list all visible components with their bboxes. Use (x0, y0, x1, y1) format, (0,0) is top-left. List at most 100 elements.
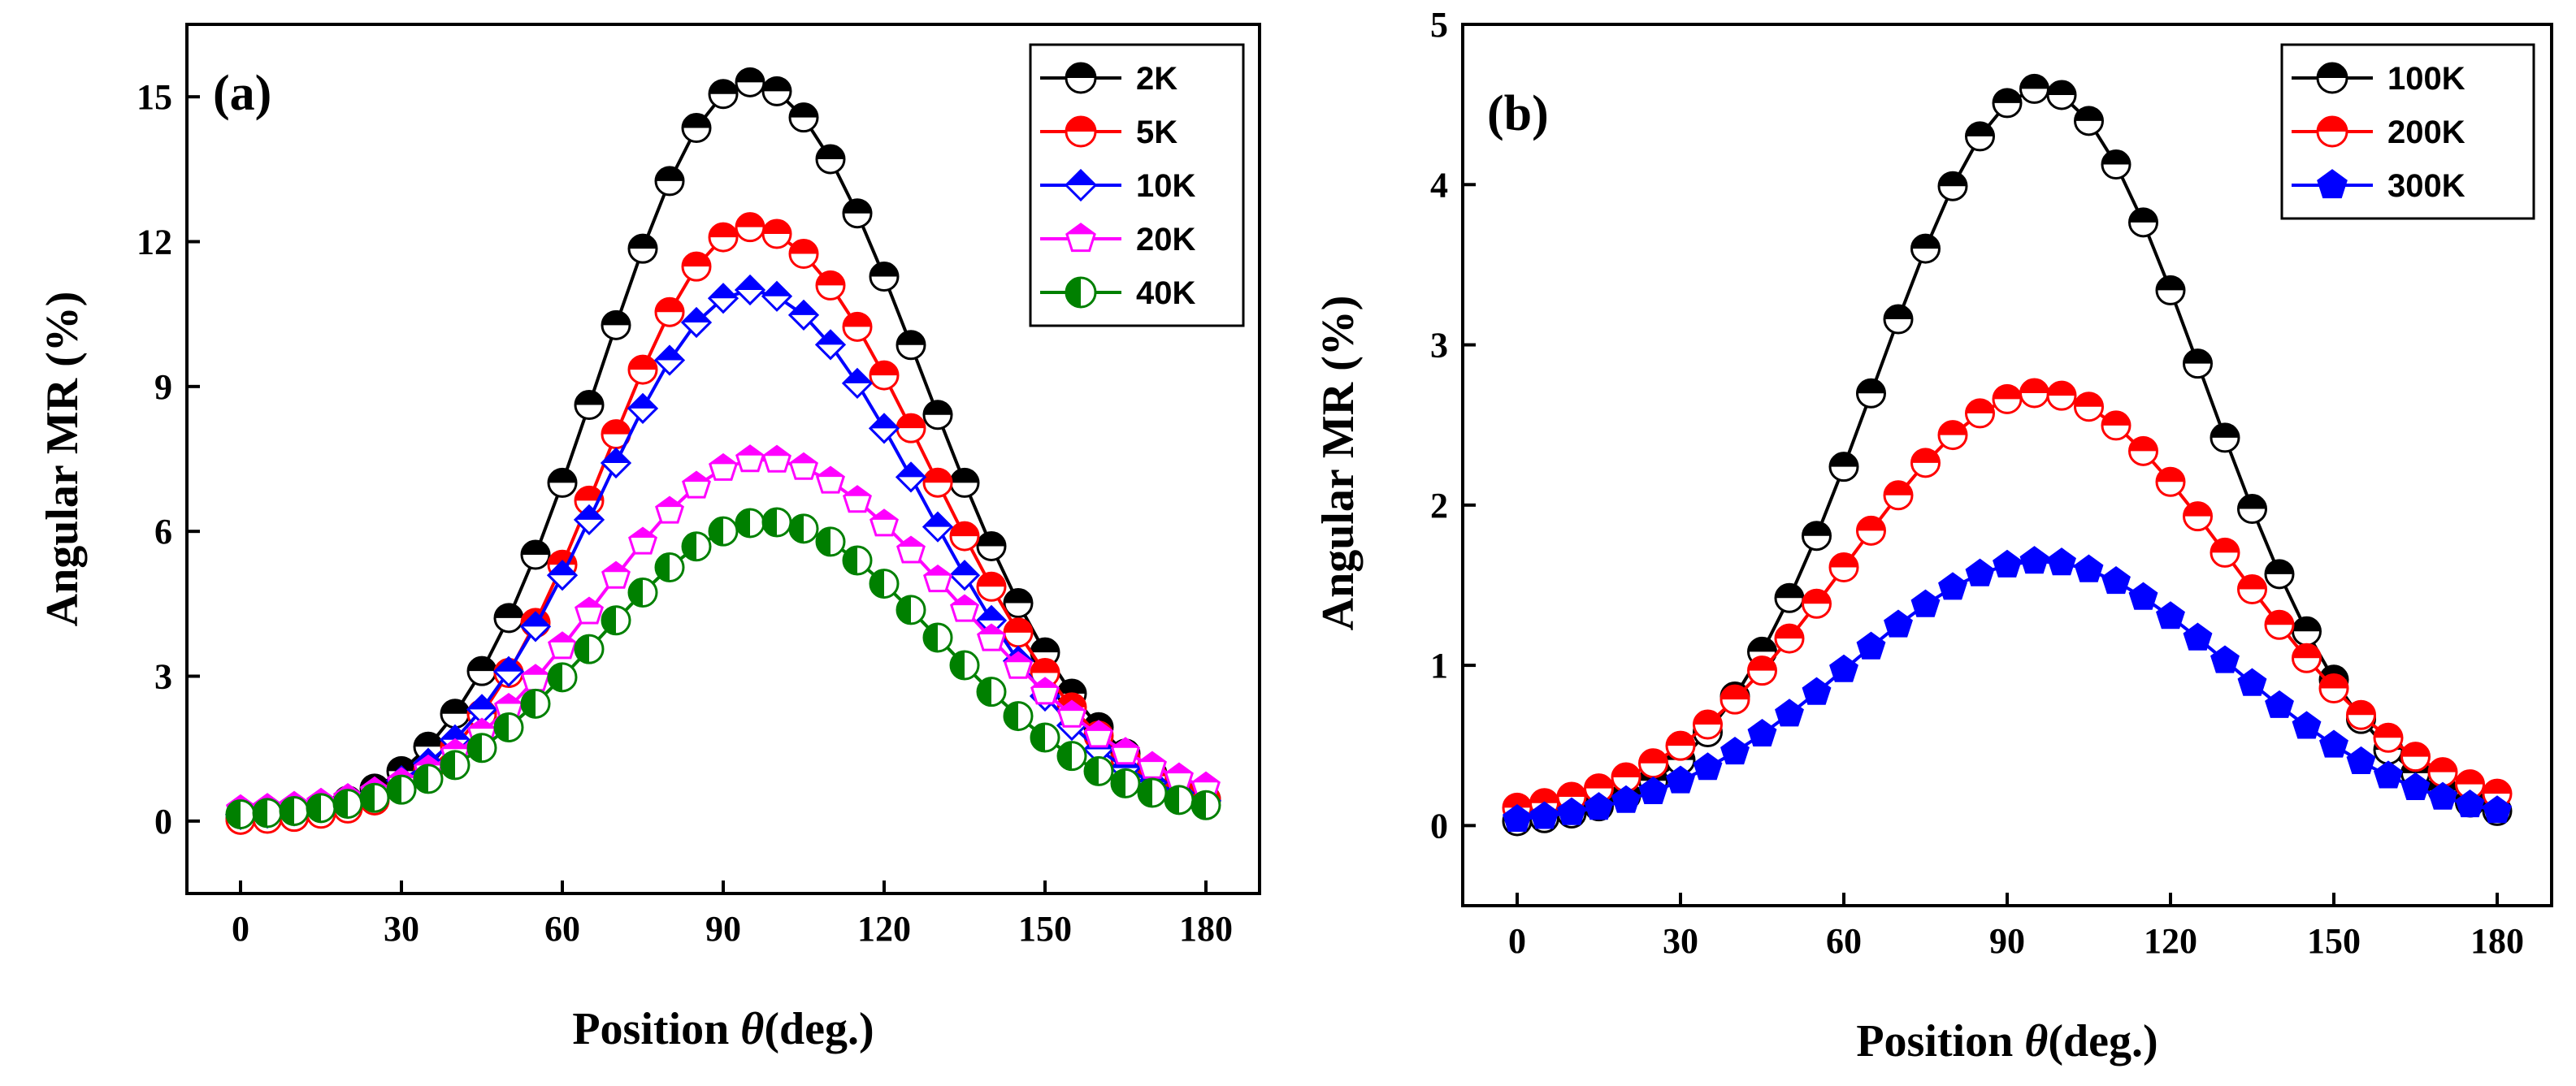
panel-b-point-200K (1828, 552, 1859, 582)
panel-a-point-40K (1190, 790, 1221, 820)
panel-b-ytick-label: 1 (1430, 646, 1448, 686)
panel-a-point-20K (843, 485, 872, 513)
panel-a-point-5K (681, 251, 712, 282)
panel-a-point-40K (466, 733, 497, 764)
panel-a-point-2K (466, 655, 497, 686)
panel-a-point-40K (413, 764, 444, 794)
panel-b-point-300K (2019, 546, 2049, 574)
panel-b-point-300K (2319, 729, 2348, 758)
panel-a-point-40K (815, 526, 846, 557)
panel-a-point-2K (869, 262, 900, 292)
panel-b-point-300K (1829, 654, 1858, 682)
panel-a-point-40K (1056, 741, 1087, 772)
panel-a-legend-marker (1065, 115, 1097, 148)
panel-a-xtick-label: 0 (232, 909, 249, 949)
panel-a-point-10K (680, 306, 713, 339)
panel-b-point-300K (1584, 792, 1614, 820)
panel-a-point-40K (332, 789, 363, 820)
panel-b-xtick-label: 60 (1826, 921, 1862, 961)
panel-a-point-2K (896, 330, 926, 361)
panel-b-point-100K (2264, 559, 2295, 590)
panel-a-series-40K (225, 507, 1221, 829)
panel-a-point-40K (520, 688, 551, 719)
panel-a-point-2K (681, 113, 712, 144)
theta-symbol: θ (2024, 1016, 2048, 1067)
panel-a-point-20K (1030, 677, 1060, 705)
panel-a-frame (185, 23, 1261, 895)
panel-a-point-10K (761, 280, 793, 312)
panel-a-point-40K (1083, 755, 1114, 786)
panel-b-point-100K (1910, 233, 1941, 264)
panel-b-point-100K (2128, 207, 2158, 238)
panel-b-point-200K (1720, 684, 1750, 715)
panel-a-legend-label: 10K (1136, 168, 1195, 204)
panel-a-point-10K (787, 299, 820, 331)
panel-a-point-5K (708, 222, 739, 253)
panel-b-point-300K (1884, 609, 1913, 638)
panel-a-point-2K (574, 390, 605, 421)
panel-b-point-300K (2047, 547, 2076, 576)
panel-b-legend-item: 100K (2292, 61, 2465, 97)
panel-b-legend-marker (2317, 169, 2348, 199)
panel-a-point-20K (1111, 737, 1140, 765)
panel-a-point-40K (1137, 777, 1168, 808)
panel-a-point-40K (306, 793, 336, 824)
panel-a-point-40K (627, 578, 658, 608)
panel-b-point-200K (2101, 410, 2131, 441)
panel-a-legend-item: 20K (1040, 222, 1195, 257)
panel-a-point-5K (949, 521, 980, 552)
panel-a-point-20K (1057, 699, 1086, 728)
panel-a-ytick-label: 0 (154, 802, 172, 842)
panel-b-point-300K (1720, 737, 1750, 765)
panel-a-point-2K (842, 198, 873, 229)
panel-a-xtick-label: 120 (857, 909, 911, 949)
panel-a-point-20K (601, 560, 631, 589)
panel-b-frame (1461, 23, 2553, 907)
panel-b-point-100K (2155, 275, 2186, 305)
panel-b-xtick-label: 120 (2144, 921, 2197, 961)
panel-b-point-300K (1666, 765, 1695, 794)
panel-b-point-300K (2183, 622, 2213, 651)
panel-a-ytick-label: 9 (154, 367, 172, 407)
panel-b-point-300K (1993, 549, 2022, 578)
panel-b-point-200K (1747, 655, 1777, 686)
panel-a-point-5K (735, 212, 765, 243)
panel-a-point-40K (708, 516, 739, 547)
panel-a-point-20K (655, 495, 684, 524)
panel-a-point-40K (949, 650, 980, 681)
panel-b-point-200K (2427, 757, 2458, 788)
panel-a-point-10K (573, 504, 605, 536)
panel-b-xtick-label: 180 (2470, 921, 2524, 961)
panel-b-point-200K (2264, 609, 2295, 640)
panel-b-point-300K (1938, 572, 1967, 600)
panel-b-xlabel-prefix: Position (1856, 1016, 2024, 1067)
panel-b-xtick-label: 150 (2307, 921, 2361, 961)
panel-a-point-40K (1110, 768, 1141, 798)
panel-a-series-line-10K (240, 288, 1207, 816)
panel-b-point-300K (2101, 566, 2131, 595)
panel-a-point-40K (547, 662, 578, 693)
panel-a-point-10K (895, 461, 927, 493)
panel-a-xlabel-prefix: Position (572, 1004, 740, 1054)
panel-b-legend-marker (2316, 62, 2348, 94)
panel-b-point-100K (2210, 422, 2240, 453)
panel-a-point-5K (1003, 617, 1034, 648)
panel-b-point-200K (1883, 480, 1914, 511)
panel-b-xlabel: Position θ(deg.) (1856, 1016, 2158, 1067)
panel-b-point-300K (1856, 631, 1886, 660)
panel-b-legend-item: 200K (2292, 115, 2465, 150)
panel-a-ylabel: Angular MR (%) (37, 292, 88, 627)
panel-b-point-100K (1856, 378, 1886, 409)
panel-b-point-200K (1802, 588, 1832, 619)
panel-b-point-100K (2237, 494, 2267, 525)
panel-b-ylabel: Angular MR (%) (1313, 296, 1364, 631)
panel-a-point-2K (1030, 637, 1060, 668)
panel-a-point-2K (520, 539, 551, 570)
panel-b-xtick-label: 90 (1989, 921, 2025, 961)
panel-a-point-2K (788, 102, 819, 133)
panel-b-point-200K (1856, 515, 1886, 546)
panel-a-point-5K (654, 296, 685, 327)
panel-b-label: (b) (1487, 86, 1549, 141)
panel-a-point-20K (1084, 720, 1113, 748)
panel-a-point-20K (762, 444, 791, 473)
